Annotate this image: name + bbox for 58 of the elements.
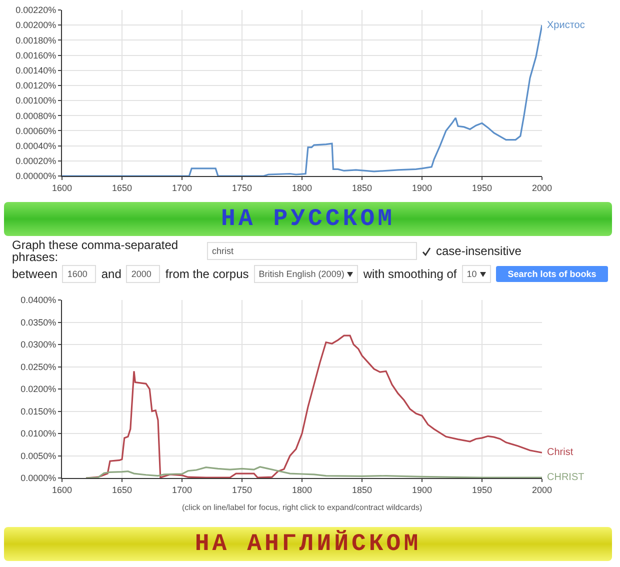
x-tick-label: 1650 (112, 484, 132, 495)
text: and (101, 267, 122, 281)
x-tick-label: 1800 (292, 182, 312, 193)
y-tick-label: 0.0100% (20, 428, 56, 439)
x-tick-label: 1600 (52, 182, 72, 193)
y-tick-label: 0.00220% (16, 5, 56, 16)
x-tick-label: 1800 (292, 484, 312, 495)
y-tick-label: 0.0300% (20, 340, 56, 350)
text: from the corpus (165, 267, 249, 281)
x-tick-label: 1850 (352, 182, 372, 193)
line-series (85, 466, 542, 478)
x-tick-label: 1650 (112, 182, 132, 193)
y-tick-label: 0.0050% (20, 450, 56, 461)
series-label: Христос (547, 20, 585, 31)
series-label: Christ (547, 447, 574, 458)
text: with smoothing of (363, 267, 457, 281)
x-tick-label: 1700 (172, 484, 192, 495)
y-tick-label: 0.00020% (16, 156, 56, 166)
y-tick-label: 0.0200% (20, 384, 56, 394)
x-tick-label: 1750 (232, 484, 252, 495)
text: Graph these comma-separated phrases: (12, 238, 180, 264)
x-tick-label: 1750 (232, 182, 252, 193)
y-tick-label: 0.00100% (16, 96, 56, 106)
dropdown: 10 (462, 265, 491, 283)
y-tick-label: 0.0150% (20, 406, 56, 416)
dropdown: British English (2009) (254, 265, 358, 283)
text-field: 1600 (62, 265, 96, 283)
x-tick-label: 1850 (352, 484, 372, 495)
y-tick-label: 0.0350% (20, 317, 56, 328)
x-tick-label: 1700 (172, 182, 192, 193)
x-tick-label: 1950 (472, 484, 492, 495)
x-tick-label: 1900 (412, 182, 432, 193)
y-tick-label: 0.00160% (16, 50, 56, 60)
y-tick-label: 0.00060% (16, 126, 56, 136)
button: Search lots of books (496, 266, 608, 282)
text-field: christ (207, 242, 417, 260)
y-tick-label: 0.00180% (16, 35, 56, 46)
y-tick-label: 0.00120% (16, 80, 56, 91)
y-tick-label: 0.00140% (16, 66, 56, 76)
text: case-insensitive (436, 244, 522, 258)
x-tick-label: 2000 (532, 182, 552, 193)
text: НА АНГЛИЙСКОМ (4, 527, 612, 561)
y-tick-label: 0.0400% (20, 295, 56, 306)
y-tick-label: 0.00040% (16, 140, 56, 151)
y-tick-label: 0.00000% (16, 171, 56, 182)
text: НА РУССКОМ (4, 202, 612, 236)
x-tick-label: 1900 (412, 484, 432, 495)
y-tick-label: 0.0000% (20, 473, 56, 484)
y-tick-label: 0.00080% (16, 110, 56, 121)
y-tick-label: 0.0250% (20, 362, 56, 372)
text: between (12, 267, 58, 281)
text-field: 2000 (126, 265, 160, 283)
text: (click on line/label for focus, right click to expand/contract wildcards) (182, 503, 422, 512)
x-tick-label: 1950 (472, 182, 492, 193)
series-label: CHRIST (547, 472, 584, 483)
x-tick-label: 2000 (532, 484, 552, 495)
y-tick-label: 0.00200% (16, 20, 56, 30)
x-tick-label: 1600 (52, 484, 72, 495)
